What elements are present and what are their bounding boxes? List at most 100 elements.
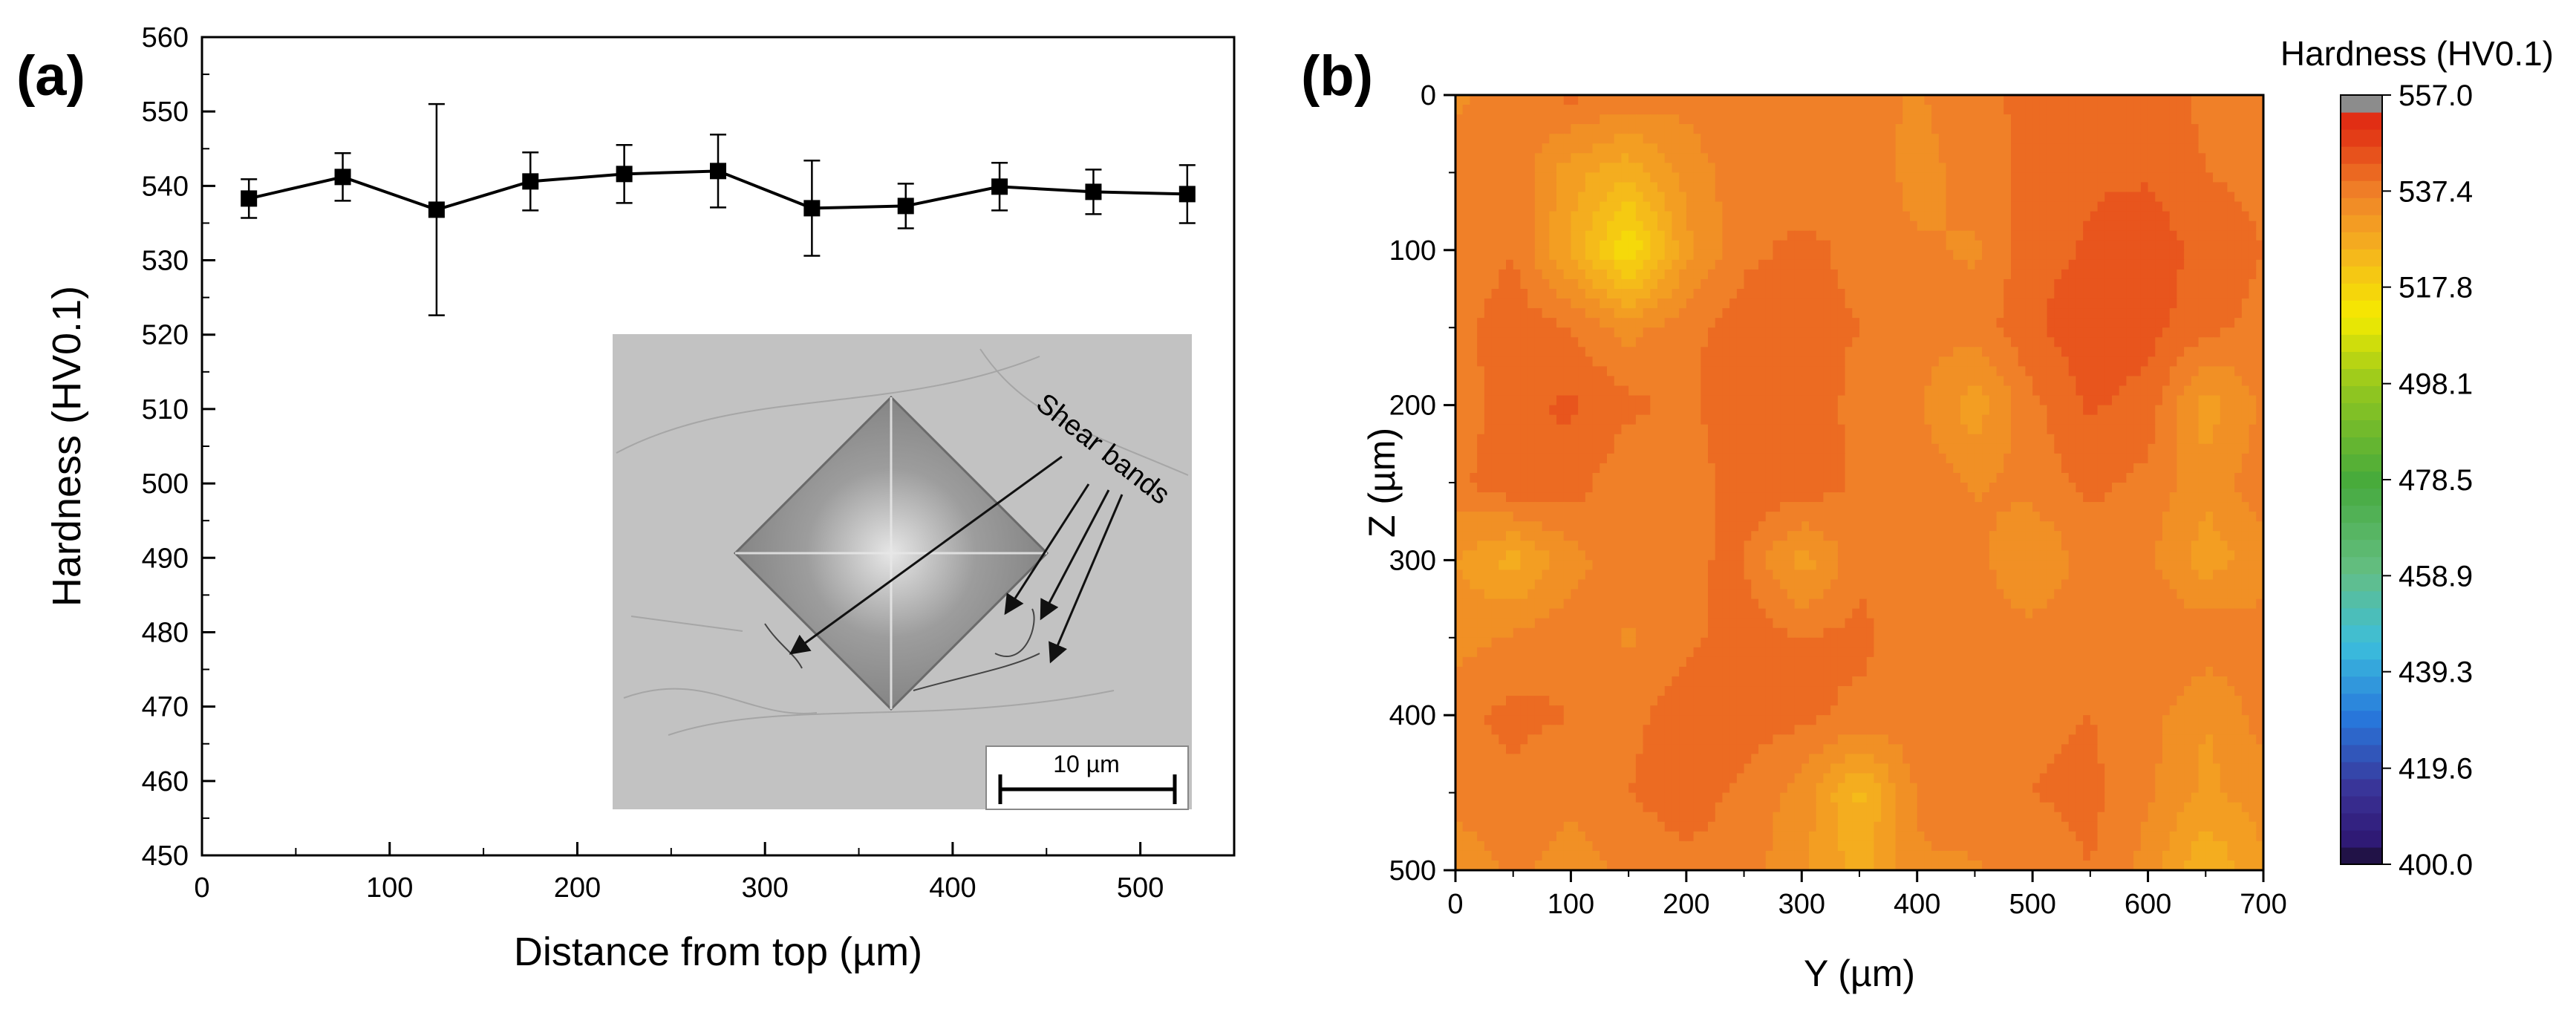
map-cell [1549, 502, 1557, 512]
map-cell [1874, 269, 1882, 280]
map-cell [1744, 541, 1752, 552]
map-cell [2011, 385, 2019, 396]
map-cell [1787, 337, 1796, 348]
map-cell [1722, 249, 1730, 261]
map-cell [1571, 337, 1579, 348]
map-cell [1809, 289, 1817, 299]
map-cell [1931, 424, 1940, 435]
map-cell [2032, 366, 2041, 377]
map-cell [2184, 318, 2192, 328]
map-cell [2256, 405, 2263, 416]
map-cell [1455, 347, 1464, 358]
map-cell [2104, 463, 2113, 474]
map-cell [1845, 337, 1853, 348]
map-cell [1996, 182, 2005, 193]
map-cell [1946, 405, 1954, 416]
map-cell [2148, 192, 2156, 203]
map-cell [1924, 153, 1932, 164]
map-cell [2162, 269, 2171, 280]
map-cell [1967, 385, 1976, 396]
map-cell [1556, 172, 1565, 183]
map-cell [2191, 463, 2200, 474]
map-cell [1801, 95, 1810, 105]
map-cell [1527, 434, 1536, 445]
map-cell [2018, 434, 2026, 445]
map-cell [1859, 443, 1868, 454]
map-cell [1621, 230, 1629, 241]
map-cell [2061, 201, 2070, 212]
map-cell [1881, 298, 1889, 309]
map-cell [2018, 443, 2026, 454]
map-cell [1953, 172, 1961, 183]
map-cell [1506, 114, 1514, 125]
map-cell [1874, 356, 1882, 368]
map-cell [1794, 143, 1803, 154]
map-cell [2249, 434, 2257, 445]
map-cell [1600, 483, 1608, 493]
map-cell [1549, 163, 1557, 174]
map-cell [1686, 153, 1695, 164]
map-cell [1708, 95, 1716, 105]
map-cell [1470, 453, 1478, 464]
map-cell [2256, 414, 2263, 425]
map-cell [1556, 269, 1565, 280]
map-cell [1520, 531, 1528, 542]
map-cell [2047, 472, 2055, 483]
map-cell [2155, 201, 2163, 212]
map-cell [2133, 376, 2142, 387]
map-cell [2047, 249, 2055, 261]
map-cell [2234, 347, 2243, 358]
map-cell [1635, 124, 1644, 134]
map-cell [2162, 385, 2171, 396]
map-cell [2184, 221, 2192, 232]
map-cell [2140, 153, 2149, 164]
map-cell [1527, 308, 1536, 319]
map-cell [2140, 366, 2149, 377]
map-cell [1592, 143, 1601, 154]
map-cell [1780, 376, 1788, 387]
map-cell [1837, 337, 1846, 348]
map-cell [2054, 308, 2062, 319]
map-cell [2256, 472, 2263, 483]
map-cell [2140, 124, 2149, 134]
map-cell [2061, 211, 2070, 222]
map-cell [1765, 289, 1774, 299]
map-cell [1765, 541, 1774, 552]
map-cell [1938, 172, 1947, 183]
map-cell [1455, 502, 1464, 512]
map-cell [2032, 327, 2041, 339]
map-cell [1924, 134, 1932, 145]
map-cell [1989, 259, 1998, 270]
map-cell [2213, 395, 2221, 406]
map-cell [1506, 347, 1514, 358]
map-cell [1744, 114, 1752, 125]
map-cell [1679, 521, 1687, 532]
map-cell [1830, 143, 1839, 154]
map-cell [2133, 192, 2142, 203]
map-cell [2234, 134, 2243, 145]
map-cell [2256, 192, 2263, 203]
map-cell [2176, 172, 2185, 183]
map-cell [1635, 192, 1644, 203]
map-cell [1938, 337, 1947, 348]
map-cell [1650, 512, 1658, 522]
map-cell [2047, 269, 2055, 280]
map-cell [1888, 298, 1897, 309]
map-cell [2054, 453, 2062, 464]
map-cell [1484, 366, 1493, 377]
map-cell [1520, 192, 1528, 203]
map-cell [1708, 298, 1716, 309]
map-cell [1607, 472, 1615, 483]
map-cell [1534, 376, 1543, 387]
map-cell [1765, 143, 1774, 154]
map-cell [2054, 472, 2062, 483]
map-cell [1556, 278, 1565, 290]
map-cell [1736, 318, 1745, 328]
map-cell [1881, 182, 1889, 193]
map-cell [1585, 356, 1594, 368]
map-cell [1484, 230, 1493, 241]
map-cell [1938, 356, 1947, 368]
map-cell [1715, 414, 1724, 425]
map-cell [1499, 172, 1507, 183]
map-cell [1801, 434, 1810, 445]
